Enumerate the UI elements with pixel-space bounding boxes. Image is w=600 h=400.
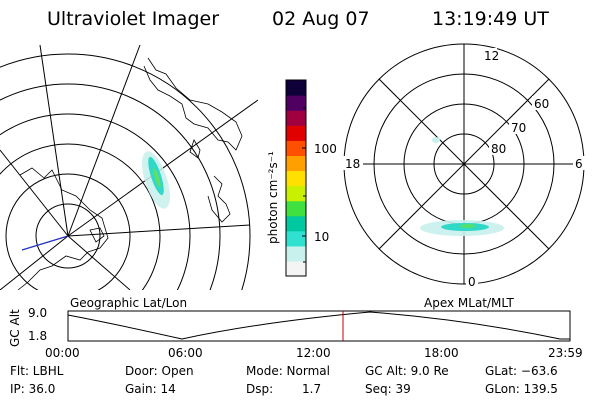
- coastline-tasmania: [189, 139, 201, 159]
- colorbar-segment: [286, 95, 306, 111]
- mlat-label-80: 80: [491, 142, 507, 156]
- time-tick-06: 06:00: [168, 346, 203, 360]
- colorbar-segment: [286, 125, 306, 141]
- geo-lat-circle: [5, 173, 131, 290]
- colorbar-segment: [286, 170, 306, 187]
- colorbar-segment: [286, 215, 306, 232]
- gc-alt-axis-label: GC Alt: [8, 309, 22, 347]
- label-bg: [483, 48, 497, 62]
- label-bg: [573, 156, 585, 170]
- colorbar: [286, 80, 306, 277]
- colorbar-segment: [286, 260, 306, 277]
- ip-info: IP: 36.0: [10, 382, 56, 396]
- time-tick-18: 18:00: [424, 346, 459, 360]
- geo-lat-circle: [0, 143, 161, 290]
- label-bg: [509, 120, 531, 134]
- geo-meridian: [67, 45, 141, 237]
- coastline-new-zealand: [207, 175, 231, 223]
- alt-label-bottom: 1.8: [28, 329, 48, 343]
- geo-meridian: [67, 235, 131, 290]
- door-info: Door: Open: [125, 364, 194, 378]
- colorbar-unit-label: photon cm⁻²s⁻¹: [266, 151, 280, 244]
- dsp-value: 1.7: [302, 382, 322, 396]
- seq-info: Seq: 39: [365, 382, 411, 396]
- geo-panel-label: Geographic Lat/Lon: [70, 296, 188, 310]
- colorbar-segment: [286, 155, 306, 172]
- mlt-label-6: 6: [575, 157, 583, 171]
- mag-panel-label: Apex MLat/MLT: [424, 296, 514, 310]
- mode-info: Mode: Normal: [246, 364, 330, 378]
- colorbar-frame: [285, 79, 307, 277]
- geo-meridian: [67, 224, 251, 237]
- gain-info: Gain: 14: [125, 382, 176, 396]
- altitude-plot-frame: [67, 310, 571, 342]
- glat-info: GLat: −63.6: [485, 364, 558, 378]
- filter-info: Flt: LBHL: [10, 364, 64, 378]
- gc-alt-info: GC Alt: 9.0 Re: [365, 364, 449, 378]
- coastline-australia: [143, 57, 243, 151]
- colorbar-segment: [286, 80, 306, 96]
- colorbar-segment: [286, 185, 306, 202]
- mlt-label-18: 18: [345, 157, 361, 171]
- time-tick-12: 12:00: [296, 346, 331, 360]
- coastline-island: [89, 227, 105, 243]
- label-bg: [532, 96, 554, 110]
- colorbar-tick-10: 10: [314, 230, 330, 244]
- label-bg: [489, 141, 511, 155]
- geo-sun-meridian: [21, 235, 69, 251]
- label-bg: [466, 274, 478, 288]
- coastline-antarctica: [17, 167, 109, 290]
- geo-meridian: [0, 235, 69, 290]
- colorbar-segment: [286, 200, 306, 217]
- geo-lat-circle: [0, 53, 251, 290]
- time-label: 13:19:49 UT: [432, 8, 549, 30]
- instrument-title: Ultraviolet Imager: [47, 8, 220, 30]
- geo-meridian: [39, 45, 69, 237]
- label-bg: [343, 156, 363, 170]
- mlt-label-0: 0: [468, 275, 476, 289]
- colorbar-tick-100: 100: [314, 142, 337, 156]
- mlat-label-60: 60: [534, 97, 550, 111]
- magnetic-polar-plot: [343, 43, 585, 285]
- altitude-curve: [67, 311, 570, 340]
- dsp-label: Dsp:: [246, 382, 274, 396]
- time-tick-00: 00:00: [45, 346, 80, 360]
- time-tick-2359: 23:59: [548, 346, 583, 360]
- geo-meridian: [0, 149, 69, 237]
- colorbar-segment: [286, 230, 306, 247]
- colorbar-segment: [286, 110, 306, 126]
- aurora-mag-speck: [432, 137, 440, 143]
- alt-label-top: 9.0: [28, 306, 48, 320]
- aurora-geo-peak: [153, 168, 161, 188]
- geo-lat-circle: [0, 83, 221, 290]
- aurora-mag-peak: [460, 224, 476, 228]
- geo-lat-circle: [0, 113, 191, 290]
- colorbar-segment: [286, 245, 306, 262]
- glon-info: GLon: 139.5: [485, 382, 558, 396]
- mlt-label-12: 12: [484, 49, 500, 63]
- mlt-line-diagonal: [378, 78, 550, 250]
- geo-lat-circle: [35, 203, 101, 269]
- colorbar-segment: [286, 140, 306, 156]
- date-label: 02 Aug 07: [272, 8, 370, 30]
- mlat-label-70: 70: [511, 121, 527, 135]
